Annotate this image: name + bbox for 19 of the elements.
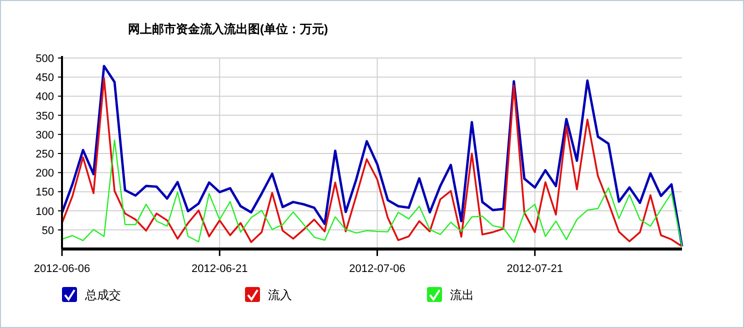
- y-tick-label: 100: [36, 206, 54, 218]
- line-series: [61, 140, 683, 247]
- x-tick-label: 2012-06-06: [34, 263, 90, 275]
- y-tick-label: 450: [36, 72, 54, 84]
- y-tick-label: 50: [42, 224, 54, 237]
- x-tick-label: 2012-06-21: [191, 263, 248, 275]
- legend-label: 总成交: [84, 288, 121, 302]
- y-tick-label: 500: [36, 53, 54, 65]
- y-tick-label: 400: [36, 91, 54, 104]
- y-tick-label: 250: [36, 148, 54, 160]
- legend-label: 流出: [450, 288, 474, 302]
- y-tick-label: 200: [36, 168, 54, 180]
- y-tick-label: 300: [36, 129, 54, 142]
- chart-title: 网上邮市资金流入流出图(单位：万元): [128, 22, 328, 36]
- legend-label: 流入: [268, 288, 292, 302]
- x-tick-label: 2012-07-06: [349, 263, 406, 275]
- y-tick-label: 350: [36, 110, 54, 122]
- x-tick-label: 2012-07-21: [506, 263, 564, 275]
- y-tick-label: 150: [36, 186, 54, 199]
